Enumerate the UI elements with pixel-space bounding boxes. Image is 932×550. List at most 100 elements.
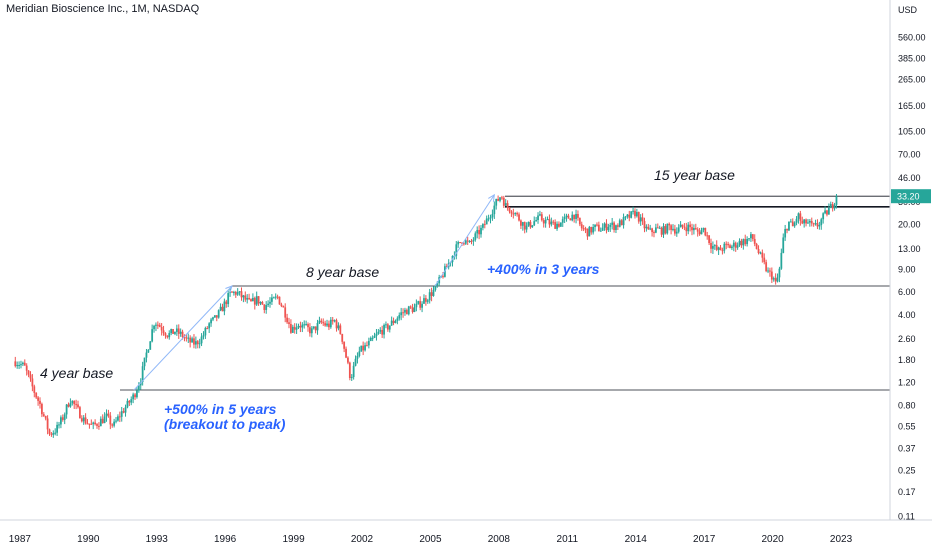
candle (98, 422, 100, 430)
y-tick-label: 70.00 (898, 149, 921, 159)
candle (820, 217, 823, 230)
candle (504, 199, 507, 207)
candle (31, 374, 34, 392)
candle (548, 214, 551, 228)
candle (430, 287, 433, 302)
candle (470, 238, 473, 245)
candle (56, 421, 59, 436)
candle (101, 414, 104, 424)
candle (651, 227, 653, 237)
candle (778, 266, 781, 283)
candle (512, 208, 515, 219)
candle (16, 361, 19, 369)
candle (174, 331, 176, 336)
candle (421, 301, 423, 313)
candle (419, 296, 422, 311)
candle (137, 382, 140, 393)
candle (362, 341, 365, 356)
candle (284, 303, 287, 323)
candle (459, 241, 461, 244)
x-tick-label: 1999 (282, 534, 305, 545)
candle (615, 224, 617, 234)
candle (392, 317, 395, 326)
candle (120, 406, 123, 422)
candle (480, 225, 482, 238)
candle (759, 251, 762, 255)
candle (187, 333, 190, 343)
candle (797, 212, 800, 224)
candle (128, 400, 131, 407)
candle (468, 240, 471, 243)
candle (662, 223, 665, 238)
candle (660, 226, 663, 238)
x-tick-label: 2002 (351, 534, 374, 545)
candle (687, 222, 690, 235)
candle (712, 241, 714, 254)
candle (683, 223, 686, 231)
candle (202, 331, 205, 340)
candle (238, 291, 241, 296)
candle (307, 322, 309, 332)
y-tick-label: 265.00 (898, 75, 926, 85)
candle (738, 238, 741, 247)
candle (816, 219, 819, 230)
candle (715, 240, 718, 252)
candle (196, 339, 199, 349)
candle (474, 231, 477, 242)
candle (50, 432, 53, 437)
candle (383, 323, 385, 339)
candle (348, 361, 351, 381)
candle (329, 316, 332, 329)
candle (141, 361, 144, 386)
candle (183, 334, 186, 342)
candle (79, 405, 81, 419)
candle (812, 222, 815, 227)
candle (274, 293, 277, 300)
candle (641, 213, 644, 225)
candle (805, 218, 807, 227)
candle (151, 324, 154, 343)
candle (122, 408, 125, 414)
candle (698, 228, 701, 236)
candle (533, 216, 536, 227)
candle (455, 241, 458, 260)
candle (177, 324, 180, 339)
candle (309, 323, 311, 337)
candle (476, 226, 479, 239)
candle (69, 398, 72, 408)
candle (206, 326, 209, 330)
trend-arrow (434, 193, 495, 287)
candle (46, 415, 49, 435)
candle (35, 392, 38, 400)
candle (774, 273, 777, 285)
candle (369, 336, 372, 342)
candle (40, 402, 43, 418)
candle (546, 216, 549, 221)
candle (324, 320, 327, 327)
candle (544, 216, 547, 228)
candle (649, 224, 652, 231)
candle (502, 195, 505, 208)
x-tick-label: 2014 (625, 534, 648, 545)
candle (37, 396, 39, 406)
y-axis-panel (890, 0, 932, 520)
candle (111, 423, 114, 428)
candle (168, 330, 171, 340)
candle (191, 336, 193, 343)
candle (84, 413, 87, 425)
candle (156, 321, 159, 329)
candle (565, 213, 568, 222)
candle (396, 316, 399, 325)
candle (670, 224, 672, 235)
y-axis-unit: USD (898, 5, 918, 15)
candle (364, 342, 366, 352)
candle (189, 335, 192, 348)
candle (286, 313, 289, 324)
candle (200, 333, 203, 347)
annotation-text: +400% in 3 years (487, 261, 600, 277)
x-tick-label: 1996 (214, 534, 237, 545)
candle (784, 224, 787, 241)
candle (90, 419, 93, 425)
y-tick-label: 0.25 (898, 466, 916, 476)
